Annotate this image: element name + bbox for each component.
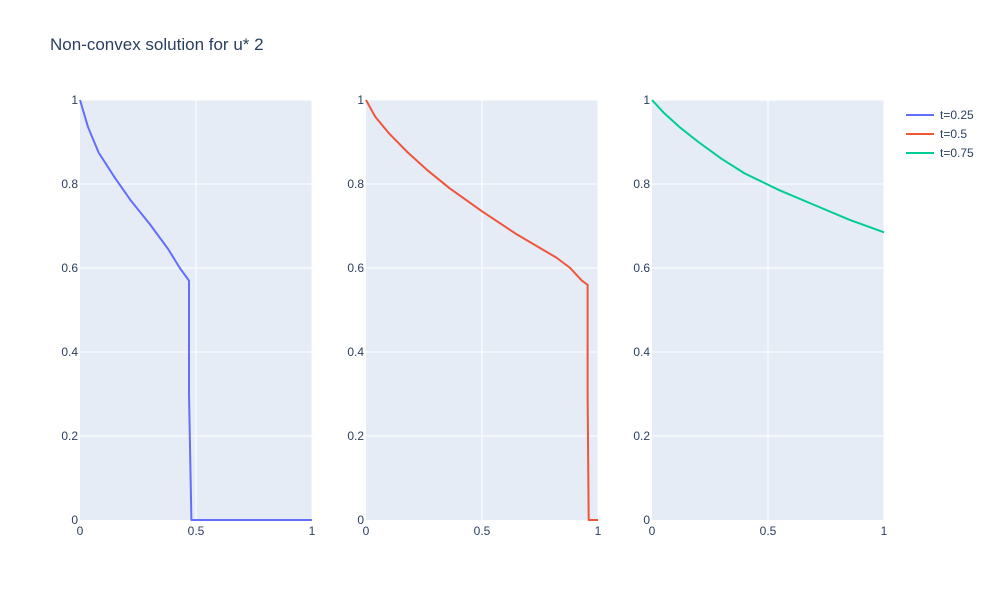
y-tick-label: 0 xyxy=(643,513,650,527)
x-tick-label: 0.5 xyxy=(474,524,491,538)
series-line-t=0.75 xyxy=(651,99,885,234)
legend-item-t=0.75[interactable]: t=0.75 xyxy=(906,146,974,160)
legend: t=0.25 t=0.5 t=0.75 xyxy=(906,108,974,160)
x-tick-label: 1 xyxy=(309,524,316,538)
x-tick-label: 0 xyxy=(649,524,656,538)
legend-label: t=0.75 xyxy=(940,146,974,160)
x-tick-label: 0 xyxy=(77,524,84,538)
y-tick-label: 0.4 xyxy=(633,345,650,359)
y-tick-label: 1 xyxy=(357,93,364,107)
y-tick-label: 0.2 xyxy=(633,429,650,443)
y-tick-label: 0.4 xyxy=(61,345,78,359)
series-line-t=0.25 xyxy=(79,99,312,521)
y-tick-label: 0 xyxy=(71,513,78,527)
y-tick-label: 0.2 xyxy=(61,429,78,443)
y-tick-label: 0.2 xyxy=(347,429,364,443)
y-tick-label: 0.8 xyxy=(347,177,364,191)
subplot-3: 0 0.2 0.4 0.6 0.8 1 0 0.5 1 xyxy=(633,93,887,538)
x-tick-label: 0.5 xyxy=(188,524,205,538)
legend-item-t=0.5[interactable]: t=0.5 xyxy=(906,127,967,141)
y-tick-label: 0.6 xyxy=(347,261,364,275)
y-tick-label: 0.8 xyxy=(61,177,78,191)
series-line-t=0.5 xyxy=(365,99,598,521)
legend-item-t=0.25[interactable]: t=0.25 xyxy=(906,108,974,122)
x-tick-label: 1 xyxy=(595,524,602,538)
legend-label: t=0.5 xyxy=(940,127,967,141)
subplot-1: 0 0.2 0.4 0.6 0.8 1 0 0.5 1 xyxy=(61,93,315,538)
legend-label: t=0.25 xyxy=(940,108,974,122)
y-tick-label: 0 xyxy=(357,513,364,527)
x-tick-label: 0.5 xyxy=(760,524,777,538)
y-tick-label: 0.6 xyxy=(633,261,650,275)
chart-title: Non-convex solution for u* 2 xyxy=(50,35,264,54)
subplot-2: 0 0.2 0.4 0.6 0.8 1 0 0.5 1 xyxy=(347,93,601,538)
y-tick-label: 0.4 xyxy=(347,345,364,359)
x-tick-label: 0 xyxy=(363,524,370,538)
y-tick-label: 1 xyxy=(71,93,78,107)
subplots: 00.20.40.60.810 0.5 100.20.40.60.810 0.5 100… xyxy=(61,93,887,538)
x-tick-label: 1 xyxy=(881,524,888,538)
y-tick-label: 1 xyxy=(643,93,650,107)
y-tick-label: 0.6 xyxy=(61,261,78,275)
y-tick-label: 0.8 xyxy=(633,177,650,191)
